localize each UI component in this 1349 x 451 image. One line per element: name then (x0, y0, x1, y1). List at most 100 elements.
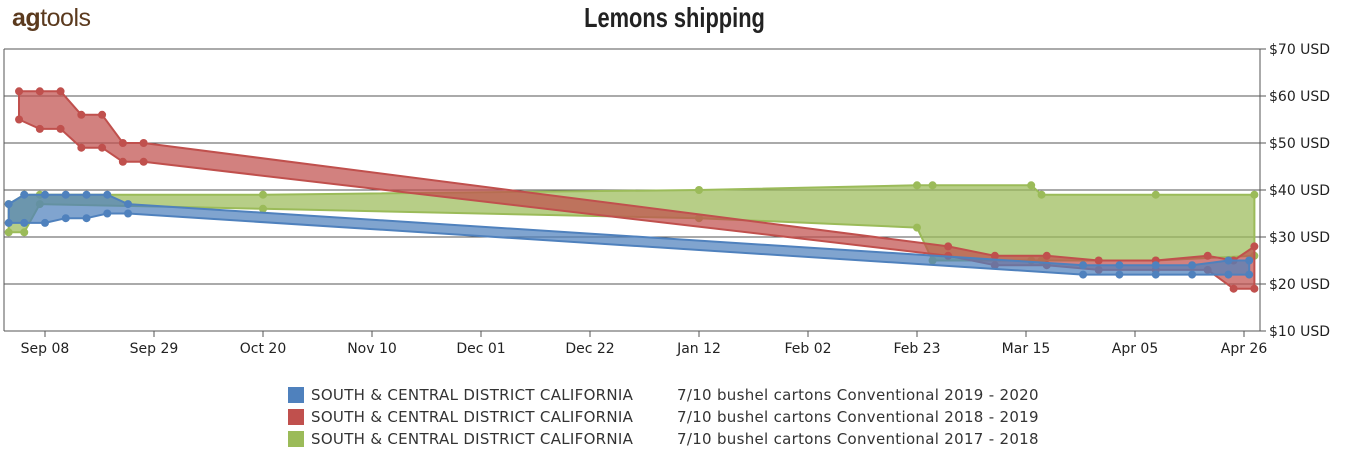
series-band (7, 184, 1256, 262)
x-tick-label: Jan 12 (676, 341, 721, 357)
series-2017-2018 (4, 181, 1259, 265)
point-low[interactable] (259, 204, 267, 213)
x-tick-label: Apr 05 (1112, 341, 1158, 357)
legend-product: 7/10 bushel cartons Conventional 2017 - … (677, 430, 1039, 448)
point-high[interactable] (259, 190, 267, 199)
point-high[interactable] (928, 181, 937, 190)
legend-item-2017-2018[interactable]: SOUTH & CENTRAL DISTRICT CALIFORNIA 7/10… (288, 428, 1039, 450)
x-tick-label: Apr 26 (1221, 341, 1268, 357)
legend: SOUTH & CENTRAL DISTRICT CALIFORNIA 7/10… (288, 384, 1039, 450)
point-high[interactable] (1250, 242, 1259, 251)
point-high[interactable] (139, 139, 148, 147)
y-tick-label: $70 USD (1269, 42, 1330, 58)
y-tick-label: $10 USD (1269, 324, 1330, 340)
series-2019-2020 (4, 190, 1254, 279)
point-high[interactable] (103, 190, 112, 199)
point-high[interactable] (695, 186, 703, 194)
point-low[interactable] (1224, 270, 1233, 279)
point-high[interactable] (990, 251, 999, 260)
legend-region: SOUTH & CENTRAL DISTRICT CALIFORNIA (311, 408, 634, 426)
point-high[interactable] (98, 110, 107, 119)
point-high[interactable] (913, 181, 921, 190)
point-low[interactable] (15, 115, 24, 124)
legend-swatch-2019-2020 (288, 387, 304, 403)
point-high[interactable] (1188, 261, 1197, 270)
point-low[interactable] (20, 228, 29, 237)
x-tick-label: Sep 29 (130, 341, 179, 357)
point-low[interactable] (1188, 270, 1197, 279)
legend-region: SOUTH & CENTRAL DISTRICT CALIFORNIA (311, 430, 634, 448)
x-tick-label: Dec 01 (456, 341, 505, 357)
point-high[interactable] (77, 110, 86, 119)
point-high[interactable] (1250, 190, 1259, 199)
y-tick-label: $20 USD (1269, 277, 1330, 293)
point-low[interactable] (913, 223, 921, 232)
point-low[interactable] (4, 228, 13, 237)
agtools-logo: agtools (12, 4, 91, 33)
point-low[interactable] (1245, 270, 1254, 279)
point-high[interactable] (15, 87, 24, 96)
point-high[interactable] (35, 87, 44, 96)
legend-product: 7/10 bushel cartons Conventional 2018 - … (677, 408, 1039, 426)
legend-region: SOUTH & CENTRAL DISTRICT CALIFORNIA (311, 386, 634, 404)
point-high[interactable] (118, 139, 127, 147)
point-high[interactable] (20, 190, 29, 199)
point-low[interactable] (20, 218, 29, 227)
point-high[interactable] (1151, 261, 1160, 270)
point-low[interactable] (1229, 284, 1238, 293)
chart-title: Lemons shipping (584, 2, 765, 33)
point-high[interactable] (4, 200, 13, 209)
x-tick-label: Feb 02 (784, 341, 831, 357)
point-low[interactable] (1079, 270, 1088, 279)
x-tick-label: Dec 22 (565, 341, 614, 357)
point-high[interactable] (944, 242, 953, 251)
logo-part-tools: tools (40, 4, 91, 32)
point-low[interactable] (98, 143, 107, 152)
point-high[interactable] (1115, 261, 1124, 270)
x-tick-label: Nov 10 (347, 341, 397, 357)
legend-item-2019-2020[interactable]: SOUTH & CENTRAL DISTRICT CALIFORNIA 7/10… (288, 384, 1039, 406)
point-low[interactable] (41, 218, 49, 227)
point-high[interactable] (1094, 256, 1103, 265)
point-high[interactable] (41, 190, 49, 199)
point-high[interactable] (1245, 256, 1254, 265)
y-tick-label: $60 USD (1269, 89, 1330, 105)
point-low[interactable] (124, 209, 133, 218)
legend-swatch-2017-2018 (288, 431, 304, 447)
x-tick-label: Feb 23 (893, 341, 940, 357)
point-high[interactable] (1203, 251, 1212, 260)
point-low[interactable] (61, 214, 70, 223)
point-low[interactable] (1250, 284, 1259, 293)
point-low[interactable] (56, 124, 65, 133)
legend-item-2018-2019[interactable]: SOUTH & CENTRAL DISTRICT CALIFORNIA 7/10… (288, 406, 1039, 428)
y-tick-label: $30 USD (1269, 230, 1330, 246)
point-low[interactable] (35, 124, 44, 133)
x-tick-label: Mar 15 (1002, 341, 1051, 357)
point-low[interactable] (1115, 270, 1124, 279)
point-high[interactable] (1037, 190, 1046, 199)
point-low[interactable] (1151, 270, 1160, 279)
point-low[interactable] (103, 209, 112, 218)
legend-swatch-2018-2019 (288, 409, 304, 425)
point-low[interactable] (4, 218, 13, 227)
logo-part-ag: ag (12, 4, 41, 32)
point-low[interactable] (82, 214, 91, 223)
point-high[interactable] (124, 200, 133, 209)
axes: $10 USD $20 USD $30 USD $40 USD $50 USD $60 U… (3, 42, 1330, 357)
point-low[interactable] (139, 157, 148, 166)
point-high[interactable] (1042, 251, 1051, 260)
point-high[interactable] (1151, 190, 1160, 199)
x-tick-label: Oct 20 (240, 341, 286, 357)
point-high[interactable] (1224, 256, 1233, 265)
y-tick-label: $40 USD (1269, 183, 1330, 199)
point-high[interactable] (61, 190, 70, 199)
point-high[interactable] (82, 190, 91, 199)
x-tick-label: Sep 08 (21, 341, 70, 357)
series-areas (4, 87, 1259, 293)
point-high[interactable] (56, 87, 65, 96)
point-high[interactable] (1079, 261, 1088, 270)
point-low[interactable] (118, 157, 127, 166)
point-high[interactable] (1027, 181, 1036, 190)
point-low[interactable] (77, 143, 86, 152)
